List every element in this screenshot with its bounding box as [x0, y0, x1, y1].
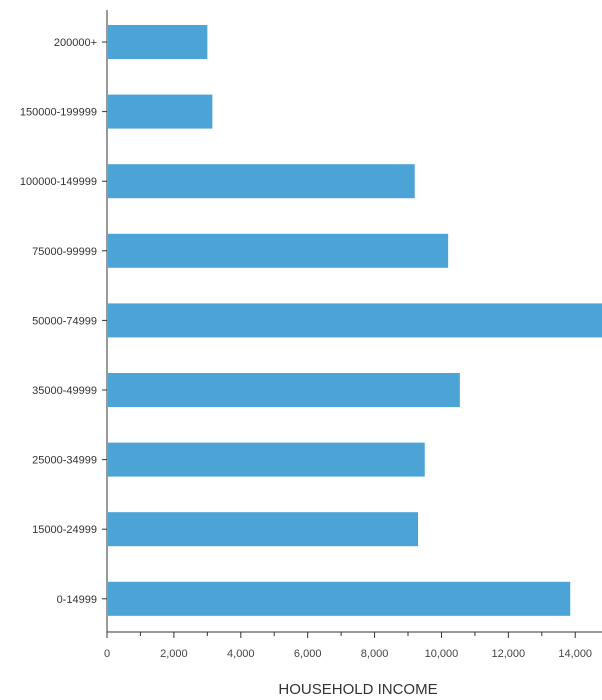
bar-35000-49999	[108, 373, 460, 407]
y-tick-label-200000: 200000+	[54, 37, 97, 49]
bar-25000-34999	[108, 443, 425, 477]
x-tick-label-10000: 10,000	[425, 648, 459, 660]
y-tick-label-150000-199999: 150000-199999	[20, 107, 97, 119]
bar-200000	[108, 25, 207, 59]
bar-50000-74999	[108, 303, 602, 337]
x-tick-label-8000: 8,000	[361, 648, 389, 660]
x-tick-label-12000: 12,000	[492, 648, 526, 660]
x-tick-label-2000: 2,000	[160, 648, 188, 660]
y-tick-label-15000-24999: 15000-24999	[32, 524, 97, 536]
y-tick-label-0-14999: 0-14999	[57, 594, 97, 606]
labels-layer: 200000+ 150000-199999 100000-149999 75000-9…	[20, 37, 592, 660]
bar-75000-99999	[108, 234, 448, 268]
x-tick-label-6000: 6,000	[294, 648, 322, 660]
y-tick-label-25000-34999: 25000-34999	[32, 455, 97, 467]
x-tick-label-4000: 4,000	[227, 648, 255, 660]
y-tick-label-100000-149999: 100000-149999	[20, 176, 97, 188]
x-tick-label-14000: 14,000	[558, 648, 592, 660]
bar-15000-24999	[108, 512, 418, 546]
bar-150000-199999	[108, 95, 212, 129]
y-tick-label-50000-74999: 50000-74999	[32, 315, 97, 327]
bar-100000-149999	[108, 164, 415, 198]
y-tick-label-35000-49999: 35000-49999	[32, 385, 97, 397]
bar-0-14999	[108, 582, 570, 616]
x-tick-label-0: 0	[104, 648, 110, 660]
bars-layer	[108, 25, 602, 616]
y-tick-label-75000-99999: 75000-99999	[32, 246, 97, 258]
x-axis-title: HOUSEHOLD INCOME	[278, 681, 437, 698]
